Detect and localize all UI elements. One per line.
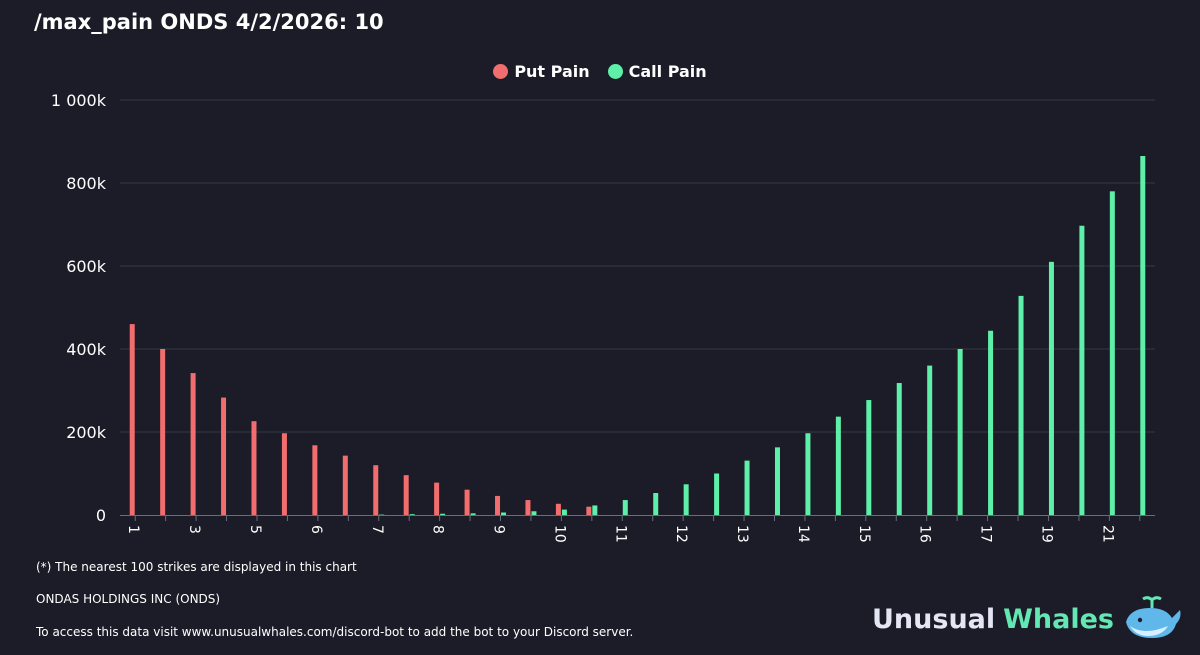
legend: Put Pain Call Pain xyxy=(0,62,1200,81)
call-pain-bar xyxy=(988,330,994,515)
x-tick-label: 17 xyxy=(978,525,994,543)
put-pain-bar xyxy=(586,506,592,515)
y-tick-label: 0 xyxy=(96,506,106,525)
put-pain-bar xyxy=(342,455,348,515)
put-pain-bar xyxy=(251,421,257,515)
x-tick-label: 1 xyxy=(125,525,141,534)
put-pain-bar xyxy=(160,349,166,515)
y-tick-label: 1 000k xyxy=(51,91,107,110)
call-pain-bar xyxy=(744,460,750,515)
x-tick-label: 11 xyxy=(612,525,628,543)
legend-label-call: Call Pain xyxy=(628,62,707,81)
y-tick-label: 400k xyxy=(66,340,107,359)
put-pain-bar xyxy=(434,482,440,515)
call-pain-bar xyxy=(561,509,567,515)
put-pain-bar xyxy=(312,445,318,515)
x-tick-label: 16 xyxy=(917,525,933,543)
chart-title: /max_pain ONDS 4/2/2026: 10 xyxy=(34,10,384,34)
call-pain-bar xyxy=(409,514,415,515)
put-pain-bar xyxy=(464,489,470,515)
y-tick-label: 600k xyxy=(66,257,107,276)
access-note: To access this data visit www.unusualwha… xyxy=(36,625,634,639)
x-tick-label: 13 xyxy=(734,525,750,543)
y-axis-ticks: 0 200k 400k 600k 800k 1 000k xyxy=(51,91,107,525)
x-tick-label: 15 xyxy=(856,525,872,543)
x-tick-label: 5 xyxy=(247,525,263,534)
legend-item-put[interactable]: Put Pain xyxy=(493,62,590,81)
x-tick-label: 10 xyxy=(551,525,567,543)
call-legend-dot-icon xyxy=(607,64,623,79)
call-pain-bar xyxy=(927,365,933,515)
call-pain-bar xyxy=(501,512,507,515)
put-pain-bar xyxy=(221,397,227,515)
call-pain-bar xyxy=(1018,295,1024,515)
call-pain-bar xyxy=(440,513,446,515)
call-pain-bar xyxy=(774,447,780,515)
call-pain-bar xyxy=(835,416,841,515)
brand-word-2: Whales xyxy=(1003,603,1115,635)
put-pain-bar xyxy=(555,503,561,515)
call-pain-bar xyxy=(470,513,476,515)
call-pain-bar xyxy=(1079,225,1085,515)
company-name: ONDAS HOLDINGS INC (ONDS) xyxy=(36,592,221,606)
x-tick-label: 3 xyxy=(186,525,202,534)
put-legend-dot-icon xyxy=(493,64,509,79)
put-pain-bar xyxy=(190,373,196,515)
put-pain-bar xyxy=(525,500,531,515)
call-pain-bar xyxy=(1109,191,1115,516)
x-axis: 1 3 5 6 7 8 9 10 11 12 13 14 15 16 17 19 21 xyxy=(120,515,1155,543)
gridlines xyxy=(120,99,1155,433)
x-tick-label: 19 xyxy=(1038,525,1054,543)
call-pain-bar xyxy=(896,383,902,515)
call-pain-bar xyxy=(1048,261,1054,515)
x-tick-label: 9 xyxy=(491,525,507,534)
brand-logo: Unusual Whales xyxy=(872,596,1186,642)
legend-label-put: Put Pain xyxy=(514,62,590,81)
call-pain-bar xyxy=(805,433,811,515)
call-pain-bar xyxy=(622,500,628,515)
call-pain-bar xyxy=(592,505,598,515)
put-pain-bar xyxy=(129,324,135,515)
call-pain-bar xyxy=(683,484,689,515)
x-tick-label: 14 xyxy=(795,525,811,543)
y-tick-label: 800k xyxy=(66,174,107,193)
bars xyxy=(129,156,1146,516)
put-pain-bar xyxy=(373,465,379,515)
call-pain-bar xyxy=(653,493,659,515)
put-pain-bar xyxy=(281,433,287,515)
legend-item-call[interactable]: Call Pain xyxy=(607,62,707,81)
x-tick-label: 7 xyxy=(369,525,385,534)
whale-icon xyxy=(1126,596,1181,638)
x-tick-label: 12 xyxy=(673,525,689,543)
x-tick-label: 21 xyxy=(1099,525,1115,543)
call-pain-bar xyxy=(714,473,720,515)
call-pain-bar xyxy=(957,349,963,515)
x-tick-label: 8 xyxy=(430,525,446,534)
put-pain-bar xyxy=(403,475,409,515)
call-pain-bar xyxy=(866,400,872,515)
footnote: (*) The nearest 100 strikes are displaye… xyxy=(36,560,357,574)
call-pain-bar xyxy=(531,511,537,515)
y-tick-label: 200k xyxy=(66,423,107,442)
brand-word-1: Unusual xyxy=(872,603,996,635)
call-pain-bar xyxy=(1140,156,1146,515)
x-tick-label: 6 xyxy=(308,525,324,534)
put-pain-bar xyxy=(495,495,501,515)
